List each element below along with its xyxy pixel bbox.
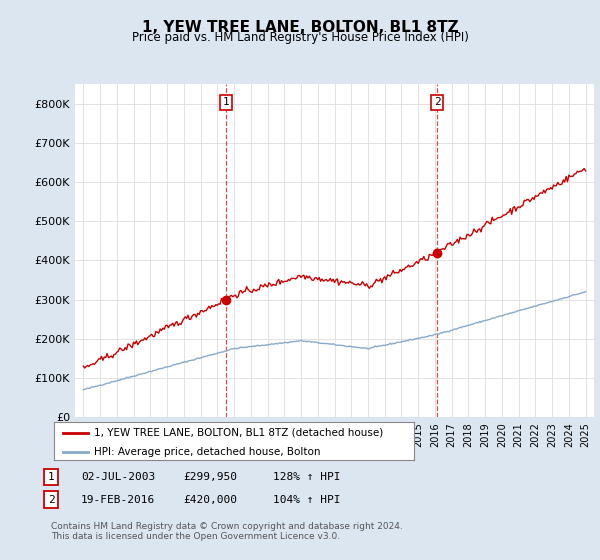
Text: Price paid vs. HM Land Registry's House Price Index (HPI): Price paid vs. HM Land Registry's House … <box>131 31 469 44</box>
Text: 128% ↑ HPI: 128% ↑ HPI <box>273 472 341 482</box>
Text: 1, YEW TREE LANE, BOLTON, BL1 8TZ: 1, YEW TREE LANE, BOLTON, BL1 8TZ <box>142 20 458 35</box>
Text: 19-FEB-2016: 19-FEB-2016 <box>81 494 155 505</box>
Text: 104% ↑ HPI: 104% ↑ HPI <box>273 494 341 505</box>
Text: £299,950: £299,950 <box>183 472 237 482</box>
Text: 1: 1 <box>47 472 55 482</box>
Text: 1: 1 <box>223 97 229 108</box>
Text: HPI: Average price, detached house, Bolton: HPI: Average price, detached house, Bolt… <box>94 447 320 457</box>
Text: £420,000: £420,000 <box>183 494 237 505</box>
Text: Contains HM Land Registry data © Crown copyright and database right 2024.
This d: Contains HM Land Registry data © Crown c… <box>51 522 403 542</box>
Text: 02-JUL-2003: 02-JUL-2003 <box>81 472 155 482</box>
Text: 2: 2 <box>434 97 440 108</box>
Text: 2: 2 <box>47 494 55 505</box>
Text: 1, YEW TREE LANE, BOLTON, BL1 8TZ (detached house): 1, YEW TREE LANE, BOLTON, BL1 8TZ (detac… <box>94 427 383 437</box>
